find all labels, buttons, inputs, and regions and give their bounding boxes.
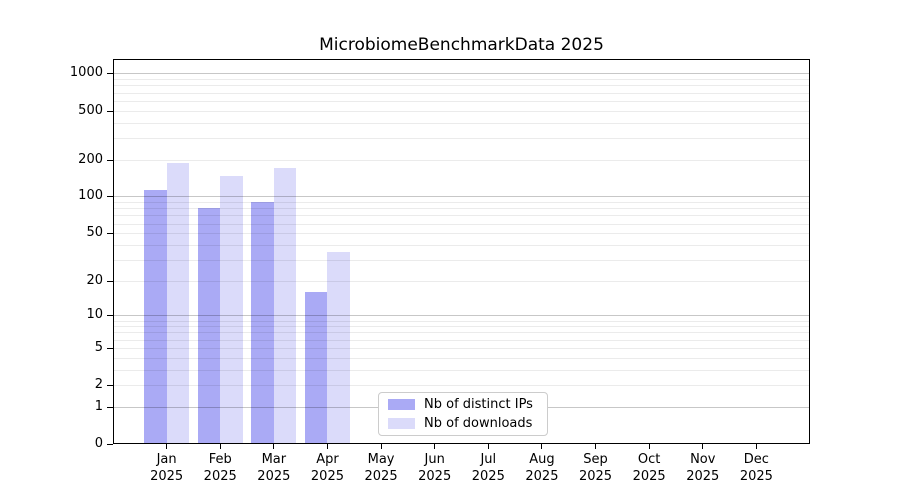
gridline-minor-70 bbox=[114, 215, 809, 217]
y-tick-label-500: 500 bbox=[78, 102, 103, 118]
bar-distinct-ips-mar bbox=[251, 202, 274, 443]
gridline-minor-50 bbox=[114, 233, 809, 235]
gridline-minor-800 bbox=[114, 85, 809, 87]
y-tick-label-1000: 1000 bbox=[69, 65, 103, 81]
x-tick-dec bbox=[755, 444, 757, 449]
x-tick-mar bbox=[273, 444, 275, 449]
gridline-minor-40 bbox=[114, 244, 809, 246]
gridline-minor-60 bbox=[114, 223, 809, 225]
gridline-minor-2 bbox=[114, 385, 809, 387]
legend: Nb of distinct IPs Nb of downloads bbox=[378, 392, 548, 436]
gridline-minor-20 bbox=[114, 280, 809, 282]
y-tick-10 bbox=[107, 315, 113, 317]
gridline-minor-900 bbox=[114, 79, 809, 81]
y-tick-0 bbox=[107, 444, 113, 445]
gridline-minor-4 bbox=[114, 357, 809, 359]
y-tick-500 bbox=[107, 110, 113, 112]
gridline-minor-3 bbox=[114, 369, 809, 371]
gridline-minor-8 bbox=[114, 326, 809, 328]
y-tick-50 bbox=[107, 233, 113, 235]
y-tick-label-5: 5 bbox=[94, 339, 103, 355]
bar-distinct-ips-apr bbox=[304, 292, 328, 443]
x-tick-label-may: May 2025 bbox=[364, 452, 398, 484]
y-tick-label-100: 100 bbox=[78, 188, 103, 204]
y-tick-label-2: 2 bbox=[94, 377, 103, 393]
gridline-major-100 bbox=[114, 196, 809, 198]
x-tick-label-dec: Dec 2025 bbox=[739, 452, 773, 484]
bar-downloads-jan bbox=[166, 163, 190, 443]
gridline-minor-80 bbox=[114, 208, 809, 210]
x-tick-aug bbox=[541, 444, 543, 449]
gridline-minor-200 bbox=[114, 159, 809, 161]
y-tick-label-50: 50 bbox=[86, 225, 103, 241]
x-tick-jul bbox=[487, 444, 489, 449]
gridline-minor-5 bbox=[114, 347, 809, 349]
bar-downloads-mar bbox=[273, 167, 297, 443]
legend-swatch-distinct-ips bbox=[388, 399, 415, 410]
legend-item-downloads: Nb of downloads bbox=[388, 415, 538, 431]
gridline-minor-500 bbox=[114, 110, 809, 112]
gridline-minor-700 bbox=[114, 92, 809, 94]
y-tick-2 bbox=[107, 385, 113, 387]
gridline-minor-30 bbox=[114, 259, 809, 261]
y-tick-200 bbox=[107, 159, 113, 161]
bar-distinct-ips-feb bbox=[197, 208, 221, 443]
bar-downloads-apr bbox=[327, 251, 350, 443]
gridline-minor-300 bbox=[114, 137, 809, 139]
bar-distinct-ips-jan bbox=[144, 189, 167, 443]
y-tick-1 bbox=[107, 406, 113, 408]
legend-label-downloads: Nb of downloads bbox=[424, 415, 533, 431]
x-tick-label-jun: Jun 2025 bbox=[418, 452, 452, 484]
y-tick-5 bbox=[107, 347, 113, 349]
gridline-minor-6 bbox=[114, 339, 809, 341]
x-tick-jun bbox=[434, 444, 436, 449]
x-tick-label-oct: Oct 2025 bbox=[632, 452, 666, 484]
y-tick-label-200: 200 bbox=[78, 151, 103, 167]
bar-downloads-feb bbox=[220, 175, 243, 443]
x-tick-may bbox=[380, 444, 382, 449]
x-tick-oct bbox=[648, 444, 650, 449]
gridline-minor-600 bbox=[114, 100, 809, 102]
x-tick-jan bbox=[166, 444, 168, 449]
x-tick-nov bbox=[702, 444, 704, 449]
y-tick-100 bbox=[107, 196, 113, 198]
x-tick-label-mar: Mar 2025 bbox=[257, 452, 291, 484]
y-tick-label-10: 10 bbox=[86, 307, 103, 323]
x-tick-label-jan: Jan 2025 bbox=[150, 452, 184, 484]
y-tick-1000 bbox=[107, 73, 113, 75]
y-tick-label-0: 0 bbox=[94, 436, 103, 451]
legend-item-distinct-ips: Nb of distinct IPs bbox=[388, 396, 538, 412]
x-tick-label-jul: Jul 2025 bbox=[471, 452, 505, 484]
legend-swatch-downloads bbox=[388, 418, 415, 429]
x-tick-label-sep: Sep 2025 bbox=[578, 452, 613, 484]
gridline-minor-7 bbox=[114, 332, 809, 334]
x-tick-label-nov: Nov 2025 bbox=[686, 452, 720, 484]
x-tick-feb bbox=[219, 444, 221, 449]
gridline-minor-90 bbox=[114, 202, 809, 204]
gridline-minor-400 bbox=[114, 122, 809, 124]
x-tick-apr bbox=[326, 444, 328, 449]
x-tick-sep bbox=[595, 444, 597, 449]
gridline-major-10 bbox=[114, 315, 809, 317]
y-tick-20 bbox=[107, 280, 113, 282]
y-tick-label-20: 20 bbox=[86, 272, 103, 288]
y-tick-label-1: 1 bbox=[94, 398, 103, 414]
x-tick-label-aug: Aug 2025 bbox=[525, 452, 559, 484]
gridline-major-1000 bbox=[114, 73, 809, 75]
gridline-minor-9 bbox=[114, 320, 809, 322]
x-tick-label-feb: Feb 2025 bbox=[203, 452, 237, 484]
legend-label-distinct-ips: Nb of distinct IPs bbox=[424, 396, 533, 412]
plot-area-frame bbox=[113, 59, 810, 444]
chart-title: MicrobiomeBenchmarkData 2025 bbox=[319, 35, 604, 55]
x-tick-label-apr: Apr 2025 bbox=[310, 452, 344, 484]
